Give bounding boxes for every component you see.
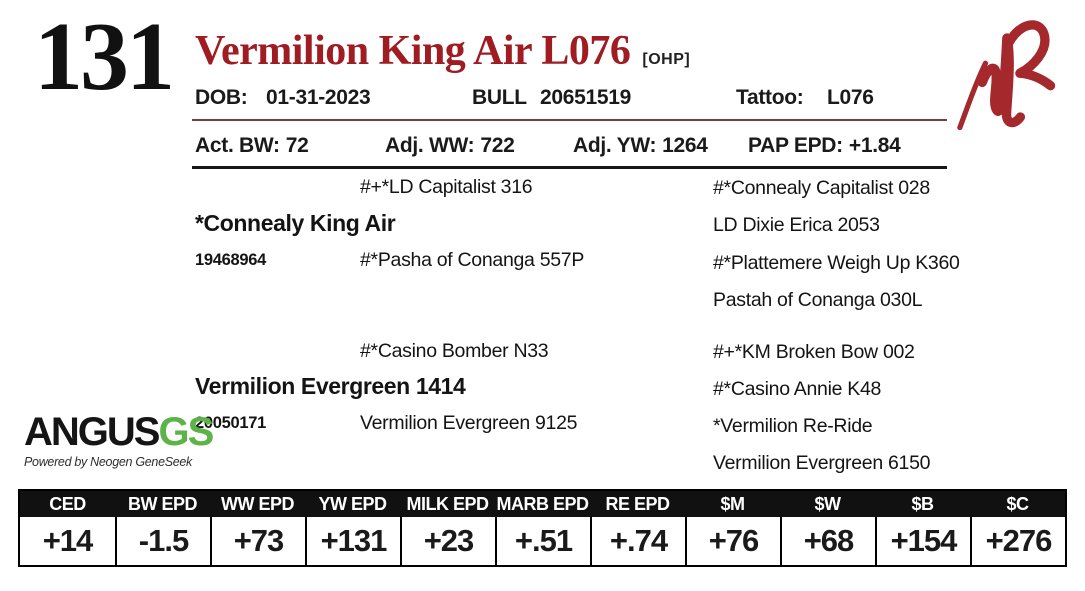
epd-value-cell: -1.5 — [115, 517, 210, 565]
stat-label: Adj. WW: — [385, 134, 475, 157]
pedigree-sire-sire-sire: #*Connealy Capitalist 028 — [713, 177, 930, 199]
epd-value-cell: +154 — [875, 517, 970, 565]
epd-column-header: $B — [911, 494, 934, 514]
epd-table-header-row: CED BW EPD WW EPD YW EPD MILK EPD MARB E… — [20, 491, 1065, 517]
angus-gs-wordmark: ANGUSGS — [24, 410, 214, 454]
pedigree-dam-dam: Vermilion Evergreen 9125 — [360, 412, 578, 434]
stat-label: Adj. YW: — [573, 134, 657, 157]
pedigree-dam-sire-dam: #*Casino Annie K48 — [713, 378, 882, 400]
epd-value-cell: +68 — [780, 517, 875, 565]
epd-value-cell: +23 — [400, 517, 495, 565]
epd-table: CED BW EPD WW EPD YW EPD MILK EPD MARB E… — [18, 489, 1067, 567]
epd-value-cell: +276 — [970, 517, 1065, 565]
title-row: Vermilion King Air L076 [OHP] — [195, 30, 690, 72]
angus-logo-tagline: Powered by Neogen GeneSeek — [24, 455, 193, 469]
black-divider-rule — [192, 166, 947, 169]
tattoo-label: Tattoo: — [736, 86, 804, 109]
epd-value-cell: +14 — [42, 523, 94, 558]
pedigree-dam-dam-dam: Vermilion Evergreen 6150 — [713, 452, 931, 474]
title-tag-ohp: [OHP] — [642, 51, 691, 68]
epd-value-cell: +73 — [210, 517, 305, 565]
registration-number: 20651519 — [540, 86, 632, 109]
epd-column-header: WW EPD — [221, 494, 295, 514]
stat-adj-yw: Adj. YW: 1264 — [573, 134, 708, 158]
epd-column-header: BW EPD — [128, 494, 198, 514]
pedigree-sire-name: *Connealy King Air — [195, 210, 396, 236]
epd-value-cell: +131 — [305, 517, 400, 565]
dob-label: DOB: — [195, 86, 248, 109]
epd-column-header: MILK EPD — [406, 494, 489, 514]
pedigree-dam-dam-sire: *Vermilion Re-Ride — [713, 415, 873, 437]
epd-column-header: CED — [49, 494, 86, 514]
pedigree-sire-dam-sire: #*Plattemere Weigh Up K360 — [713, 252, 960, 274]
epd-column-header: $C — [1006, 494, 1029, 514]
identification-row: DOB: 01-31-2023 BULL 20651519 Tattoo: L0… — [0, 86, 1085, 114]
pedigree-dam-sire: #*Casino Bomber N33 — [360, 340, 549, 362]
lot-number: 131 — [34, 3, 175, 111]
stat-value: 722 — [480, 134, 515, 157]
pedigree-sire-sire-dam: LD Dixie Erica 2053 — [713, 214, 880, 236]
angus-wordmark-black: ANGUS — [24, 410, 160, 454]
stat-adj-ww: Adj. WW: 722 — [385, 134, 515, 158]
weights-stats-row: Act. BW: 72 Adj. WW: 722 Adj. YW: 1264 PAP … — [0, 134, 1085, 160]
vr-brand-icon — [957, 20, 1056, 131]
pedigree-dam-name: Vermilion Evergreen 1414 — [195, 373, 466, 399]
maroon-divider-rule — [192, 119, 947, 121]
stat-pap-epd: PAP EPD: +1.84 — [748, 134, 901, 158]
epd-column-header: YW EPD — [318, 494, 387, 514]
stat-label: PAP EPD: — [748, 134, 843, 157]
pedigree-dam-reg: 20050171 — [195, 414, 267, 432]
pedigree-sire-dam-dam: Pastah of Conanga 030L — [713, 289, 923, 311]
stat-value: +1.84 — [848, 134, 901, 157]
dob-value: 01-31-2023 — [266, 86, 371, 109]
epd-column-header: MARB EPD — [496, 494, 589, 514]
pedigree-sire-dam: #*Pasha of Conanga 557P — [360, 249, 585, 271]
stat-value: 72 — [285, 134, 309, 157]
stat-label: Act. BW: — [195, 134, 280, 157]
stat-act-bw: Act. BW: 72 — [195, 134, 309, 158]
epd-column-header: RE EPD — [605, 494, 670, 514]
pedigree-sire-reg: 19468964 — [195, 251, 267, 269]
angus-wordmark-green: GS — [158, 410, 214, 454]
tattoo-value: L076 — [827, 86, 874, 109]
pedigree-sire-sire: #+*LD Capitalist 316 — [360, 176, 533, 198]
stat-value: 1264 — [662, 134, 708, 157]
epd-table-value-row: +14 -1.5 +73 +131 +23 +.51 +.74 +76 +68 … — [20, 517, 1065, 565]
epd-value-cell: +76 — [685, 517, 780, 565]
angus-gs-logo: ANGUSGS Powered by Neogen GeneSeek — [24, 410, 214, 469]
animal-name-title: Vermilion King Air L076 — [195, 28, 631, 74]
sex-label: BULL — [472, 86, 527, 109]
vermilion-ranch-brand-logo — [934, 7, 1081, 140]
epd-column-header: $W — [814, 494, 842, 514]
epd-value-cell: +.74 — [590, 517, 685, 565]
epd-column-header: $M — [720, 494, 745, 514]
pedigree-dam-sire-sire: #+*KM Broken Bow 002 — [713, 341, 915, 363]
epd-value-cell: +.51 — [495, 517, 590, 565]
